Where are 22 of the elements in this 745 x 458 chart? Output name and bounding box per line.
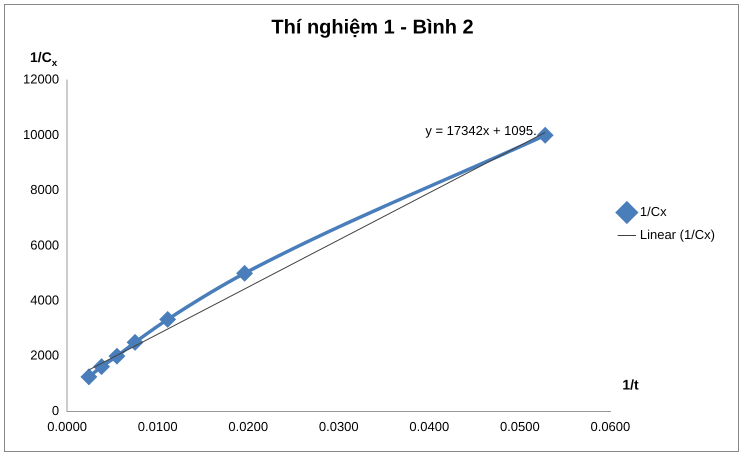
y-tick-label: 4000 <box>30 292 60 308</box>
chart-title: Thí nghiệm 1 - Bình 2 <box>271 16 474 39</box>
x-tick-label: 0.0200 <box>228 418 268 434</box>
x-tick-label: 0.0300 <box>318 418 359 434</box>
x-axis-title: 1/t <box>622 376 640 392</box>
point <box>160 312 176 328</box>
point <box>81 369 97 385</box>
x-tick-label: 0.0500 <box>500 418 540 434</box>
x-tick-label: 0.0400 <box>409 418 450 434</box>
x-tick-label: 0.0000 <box>47 418 88 434</box>
y-tick-label: 2000 <box>30 348 60 363</box>
x-tick-label: 0.0100 <box>138 418 178 434</box>
y-tick-label: 8000 <box>30 182 60 198</box>
point <box>236 266 252 282</box>
y-tick-label: 12000 <box>22 72 60 87</box>
x-tick-label: 0.0600 <box>590 418 630 434</box>
annotation: y = 17342x + 1095. <box>425 123 537 138</box>
y-tick-label: 0 <box>52 402 60 418</box>
y-tick-label: 10000 <box>22 126 60 142</box>
legend-label: Linear (1/Cx) <box>640 227 716 242</box>
y-tick-label: 6000 <box>30 237 60 252</box>
legend-label: 1/Cx <box>640 204 668 220</box>
